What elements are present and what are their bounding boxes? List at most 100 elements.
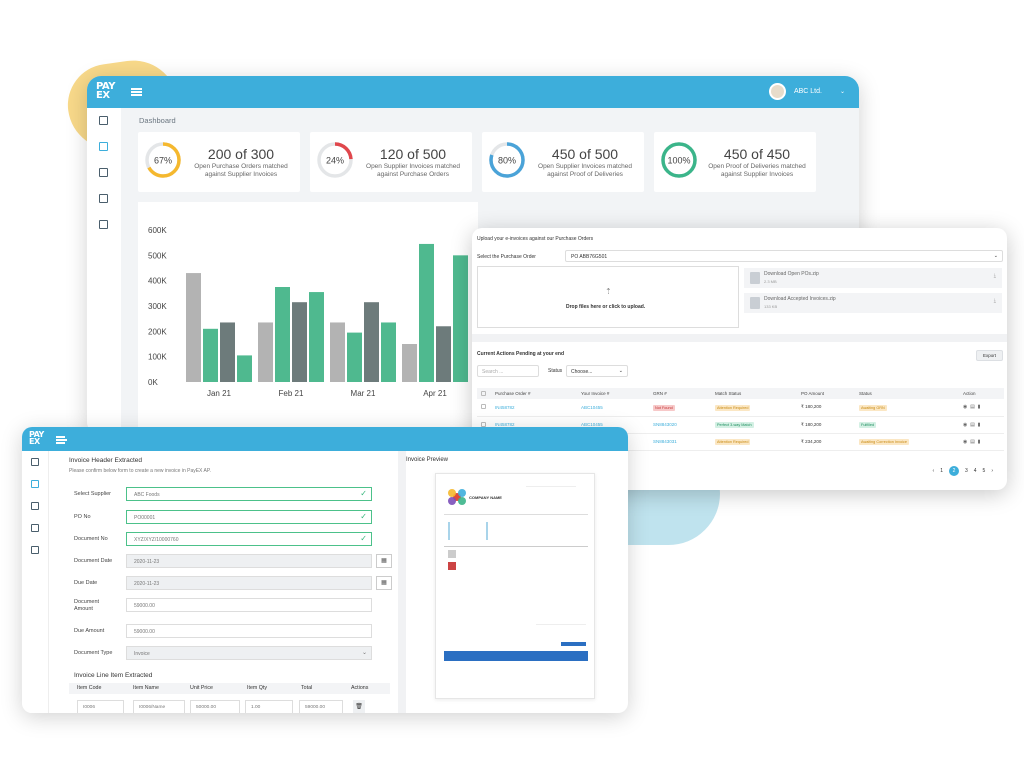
kpi-card: 80% 450 of 500 Open Supplier Invoices matc… (482, 132, 644, 192)
delete-icon[interactable]: ▮ (977, 421, 981, 428)
edit-icon[interactable]: ▤ (970, 438, 975, 445)
item-code-input[interactable]: I0006 (77, 700, 124, 713)
user-menu[interactable]: ABC Ltd. ⌄ (768, 83, 845, 100)
sidebar-item-reports-icon[interactable] (99, 116, 108, 125)
kpi-caption: Open Purchase Orders matched against Supp… (194, 163, 288, 178)
paper-item-thumbnail (448, 562, 456, 570)
select-all-checkbox[interactable] (481, 390, 486, 396)
invoice-preview-document: COMPANY NAME (435, 473, 595, 699)
progress-percent: 80% (498, 156, 516, 166)
field-label: Document Type (74, 650, 113, 656)
calendar-icon[interactable]: ▦ (376, 554, 392, 568)
sidebar-item-logout-icon[interactable] (31, 546, 39, 554)
file-name: Download Open POs.zip (764, 271, 819, 277)
grn-link[interactable]: SN8843031 (653, 439, 677, 444)
bar (330, 322, 345, 382)
page-button[interactable]: 3 (964, 468, 968, 474)
preview-title: Invoice Preview (406, 457, 449, 463)
column-header: Item Qty (247, 685, 268, 691)
edit-icon[interactable]: ▤ (970, 404, 975, 411)
page-button[interactable]: ‹ (932, 468, 935, 474)
bar (237, 355, 252, 382)
po-amount: ₹ 234,200 (801, 438, 822, 444)
column-header: GRN # (653, 388, 715, 399)
document-number-field[interactable]: XYZ/XYZ/10000760 ✓ (126, 532, 372, 546)
document-date-field[interactable]: 2020-11-23 (126, 554, 372, 568)
due-amount-field[interactable]: 59000.00 (126, 624, 372, 638)
field-label: Document Date (74, 558, 113, 564)
sidebar-item-reports-icon[interactable] (31, 458, 39, 466)
line-item-row: I0006 I0006/Name 50000.00 1.00 59000.00 … (69, 697, 390, 713)
sidebar-item-tasks-icon[interactable] (99, 194, 108, 203)
total-input[interactable]: 59000.00 (299, 700, 343, 713)
table-row[interactable]: IN458782 ABC10455 Not Found Attention Requi… (477, 399, 1004, 417)
po-link[interactable]: IN458782 (495, 422, 515, 427)
download-icon[interactable]: ⤓ (993, 273, 996, 279)
view-icon[interactable]: ◉ (963, 438, 968, 445)
company-logo-icon (448, 489, 466, 505)
invoice-link[interactable]: ABC10455 (581, 404, 603, 410)
paper-company-name: COMPANY NAME (469, 495, 502, 500)
table-row[interactable]: IN458782 ABC10455 SN8843020 Perfect 3-way M… (477, 416, 1004, 434)
zip-file-icon (750, 297, 760, 309)
invoice-link[interactable]: ABC10455 (581, 422, 603, 427)
unit-price-input[interactable]: 50000.00 (190, 700, 240, 713)
file-name: Download Accepted Invoices.zip (764, 296, 836, 302)
search-input[interactable]: Search ... (477, 365, 539, 377)
view-icon[interactable]: ◉ (963, 404, 968, 411)
sidebar-item-logout-icon[interactable] (99, 220, 108, 229)
document-amount-field[interactable]: 59000.00 (126, 598, 372, 612)
sidebar-item-tasks-icon[interactable] (31, 524, 39, 532)
column-header: Action (963, 388, 1004, 399)
page-button[interactable]: 4 (973, 468, 977, 474)
po-link[interactable]: IN458782 (495, 404, 515, 410)
view-icon[interactable]: ◉ (963, 421, 968, 428)
kpi-value: 450 of 500 (551, 146, 619, 162)
download-file-open-pos[interactable]: Download Open POs.zip 2.3 MB ⤓ (744, 268, 1002, 288)
paper-rule (444, 514, 588, 515)
delete-icon[interactable]: ▮ (977, 404, 981, 411)
po-select[interactable]: PO ABB76G501 ⌄ (565, 250, 1003, 262)
kpi-value: 200 of 300 (207, 146, 275, 162)
delete-icon[interactable]: ▮ (977, 438, 981, 445)
page-button[interactable]: 5 (982, 468, 986, 474)
due-date-field[interactable]: 2020-11-23 (126, 576, 372, 590)
sidebar-item-orders-icon[interactable] (31, 502, 39, 510)
status-filter-value: Choose... (571, 369, 593, 375)
po-number-field[interactable]: PO00001 ✓ (126, 510, 372, 524)
line-items-title: Invoice Line Item Extracted (74, 672, 153, 679)
progress-percent: 24% (326, 156, 344, 166)
item-qty-input[interactable]: 1.00 (245, 700, 293, 713)
y-tick-label: 200K (148, 327, 167, 336)
kpi-caption: Open Supplier Invoices matched against Pu… (366, 163, 460, 178)
sidebar-item-invoices-icon[interactable] (31, 480, 39, 488)
calendar-icon[interactable]: ▦ (376, 576, 392, 590)
grn-link[interactable]: SN8843020 (653, 422, 677, 427)
menu-toggle-icon[interactable] (56, 436, 67, 444)
row-checkbox[interactable] (481, 421, 486, 427)
delete-icon[interactable]: 🗑 (353, 700, 365, 713)
panel-divider (398, 451, 406, 713)
status-filter-select[interactable]: Choose... ⌄ (566, 365, 628, 377)
download-file-accepted-invoices[interactable]: Download Accepted Invoices.zip 133 KB ⤓ (744, 293, 1002, 313)
page-button[interactable]: 2 (948, 466, 959, 476)
download-icon[interactable]: ⤓ (993, 298, 996, 304)
row-checkbox[interactable] (481, 404, 486, 410)
column-header: Unit Price (190, 685, 213, 691)
bar-chart-card: 0K 100K 200K 300K 400K 500K 600K Jan 21 Feb 21 Ma… (138, 202, 478, 432)
file-size: 2.3 MB (764, 279, 777, 284)
chevron-down-icon: ⌄ (618, 368, 623, 374)
menu-toggle-icon[interactable] (131, 88, 142, 96)
edit-icon[interactable]: ▤ (970, 421, 975, 428)
item-name-input[interactable]: I0006/Name (133, 700, 185, 713)
file-dropzone[interactable]: ⇡ Drop files here or click to upload. (477, 266, 739, 328)
column-header: PO Amount (801, 388, 859, 399)
page-button[interactable]: › (991, 468, 993, 474)
supplier-select[interactable]: ABC Foods ✓ (126, 487, 372, 501)
sidebar-item-dashboard-icon[interactable] (99, 142, 108, 151)
export-button[interactable]: Export (975, 350, 1003, 361)
sidebar-item-orders-icon[interactable] (99, 168, 108, 177)
document-type-select[interactable]: Invoice ⌄ (126, 646, 372, 660)
page-button[interactable]: 1 (940, 468, 943, 474)
progress-ring: 80% (489, 142, 525, 178)
